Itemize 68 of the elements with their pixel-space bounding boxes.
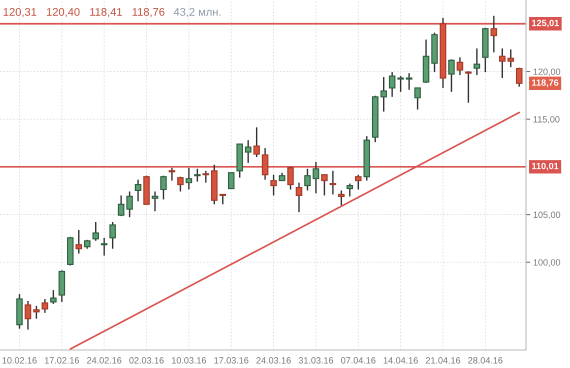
x-tick-label: 21.04.16: [426, 357, 460, 364]
candlestick: [474, 48, 480, 76]
candlestick: [507, 48, 514, 68]
candlestick: [100, 237, 108, 256]
candlestick: [50, 289, 57, 305]
candlestick: [414, 87, 421, 110]
text: 118,76: [532, 79, 558, 88]
candlestick: [262, 147, 268, 180]
candlestick: [253, 126, 260, 158]
x-tick-label: 24.02.16: [87, 357, 122, 364]
candlestick: [33, 305, 40, 320]
y-tick-label: 115,00: [534, 116, 560, 124]
candlestick: [160, 174, 167, 200]
candlestick: [397, 75, 404, 93]
candlestick: [406, 72, 412, 91]
candlestick: [244, 139, 252, 164]
candlestick: [312, 161, 320, 194]
candlestick: [380, 76, 387, 112]
x-tick-label: 02.03.16: [129, 357, 164, 364]
annotation: 120,31 120,40 118,41 118,76: [4, 8, 164, 18]
candlestick: [134, 178, 142, 202]
candlestick: [516, 67, 522, 88]
candlestick: [92, 221, 99, 242]
candlestick: [228, 172, 234, 190]
candlestick: [448, 58, 455, 93]
candlestick: [304, 168, 311, 192]
candlestick: [76, 229, 82, 254]
x-tick-label: 07.04.16: [341, 357, 376, 364]
x-tick-label: 17.03.16: [214, 357, 248, 364]
y-tick-label: 120,00: [534, 68, 560, 76]
x-tick-label: 17.02.16: [44, 357, 80, 364]
candlestick: [346, 182, 354, 198]
candlestick: [490, 15, 498, 54]
x-tick-label: 10.03.16: [172, 357, 206, 364]
candlestick: [465, 70, 472, 104]
candlestick: [186, 167, 192, 190]
candlestick: [220, 194, 226, 205]
candlestick: [109, 221, 116, 250]
candlestick: [499, 48, 506, 79]
candlestick: [270, 174, 277, 196]
ref-line-label: 110,01: [532, 162, 558, 171]
candlestick: [456, 56, 464, 76]
candlestick: [152, 190, 158, 212]
candlestick: [118, 194, 124, 217]
candlestick: [58, 270, 66, 303]
candlestick: [388, 71, 396, 98]
candlestick: [338, 190, 345, 206]
candlestick: [296, 182, 302, 213]
x-tick-label: 31.03.16: [298, 357, 334, 364]
candlestick: [355, 174, 362, 190]
candlestick: [321, 174, 328, 196]
candlestick: [202, 170, 210, 184]
annotation: 43,2 млн.: [174, 8, 221, 18]
x-tick-label: 24.03.16: [256, 357, 291, 364]
candlestick: [24, 300, 32, 330]
candlestick: [42, 298, 48, 314]
candlestick: [168, 167, 176, 182]
candlestick: [177, 176, 184, 192]
ref-line-label: 125,01: [532, 20, 559, 28]
x-tick-label: 10.02.16: [2, 357, 37, 364]
x-tick-label: 14.04.16: [384, 357, 418, 364]
candlestick: [126, 190, 133, 218]
candlestick: [194, 168, 201, 182]
y-tick-label: 100,00: [534, 259, 560, 267]
candlestick: [287, 166, 294, 190]
y-tick-label: 105,00: [534, 212, 560, 220]
candlestick: [330, 170, 336, 196]
x-tick-label: 28.04.16: [468, 357, 503, 364]
